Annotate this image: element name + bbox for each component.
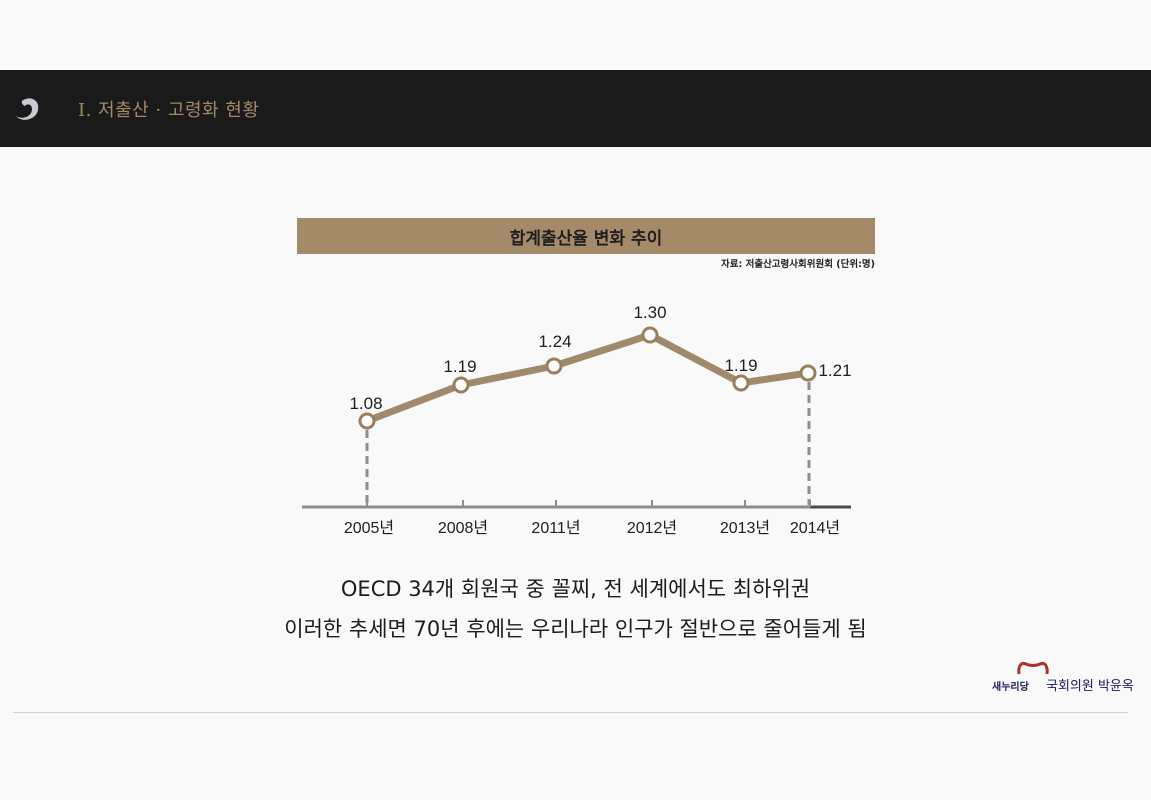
section-title: Ⅰ. 저출산 · 고령화 현황 bbox=[78, 100, 260, 121]
caption-line-1: OECD 34개 회원국 중 꼴찌, 전 세계에서도 최하위권 bbox=[340, 577, 811, 601]
party-logo: 새누리당 국회의원 박윤옥 bbox=[990, 660, 1150, 700]
chart-title: 합계출산율 변화 추이 bbox=[509, 228, 663, 249]
chart-title-banner: 합계출산율 변화 추이 bbox=[297, 218, 875, 254]
data-point bbox=[358, 412, 376, 430]
data-point bbox=[732, 374, 750, 392]
party-emblem-icon bbox=[1017, 662, 1049, 675]
line-chart: 1.08 1.19 1.24 1.30 1.19 1.21 2005년 2008… bbox=[302, 303, 852, 537]
x-tick-label: 2013년 bbox=[720, 519, 770, 537]
x-tick-label: 2014년 bbox=[790, 519, 840, 537]
x-tick-label: 2008년 bbox=[438, 519, 488, 537]
x-tick-label: 2012년 bbox=[627, 519, 677, 537]
chart-source: 자료: 저출산고령사회위원회 (단위:명) bbox=[721, 259, 875, 270]
party-name: 새누리당 bbox=[992, 682, 1029, 693]
value-label: 1.21 bbox=[818, 361, 851, 380]
value-label: 1.19 bbox=[724, 356, 757, 375]
x-tick-label: 2011년 bbox=[531, 519, 580, 537]
swirl-emblem-icon bbox=[16, 98, 39, 120]
member-name: 국회의원 박윤옥 bbox=[1046, 679, 1134, 694]
data-point bbox=[641, 326, 659, 344]
value-label: 1.24 bbox=[538, 332, 571, 351]
footer-divider bbox=[13, 712, 1128, 713]
value-label: 1.19 bbox=[443, 357, 476, 376]
section-header-bar: Ⅰ. 저출산 · 고령화 현황 bbox=[0, 70, 1151, 147]
data-markers bbox=[358, 326, 817, 430]
x-tick-label: 2005년 bbox=[344, 519, 394, 537]
value-label: 1.08 bbox=[349, 394, 382, 413]
caption-line-2: 이러한 추세면 70년 후에는 우리나라 인구가 절반으로 줄어들게 됨 bbox=[284, 617, 867, 641]
data-point bbox=[799, 364, 817, 382]
series-line bbox=[365, 331, 809, 425]
value-label: 1.30 bbox=[633, 303, 666, 322]
data-point bbox=[545, 357, 563, 375]
data-point bbox=[452, 376, 470, 394]
